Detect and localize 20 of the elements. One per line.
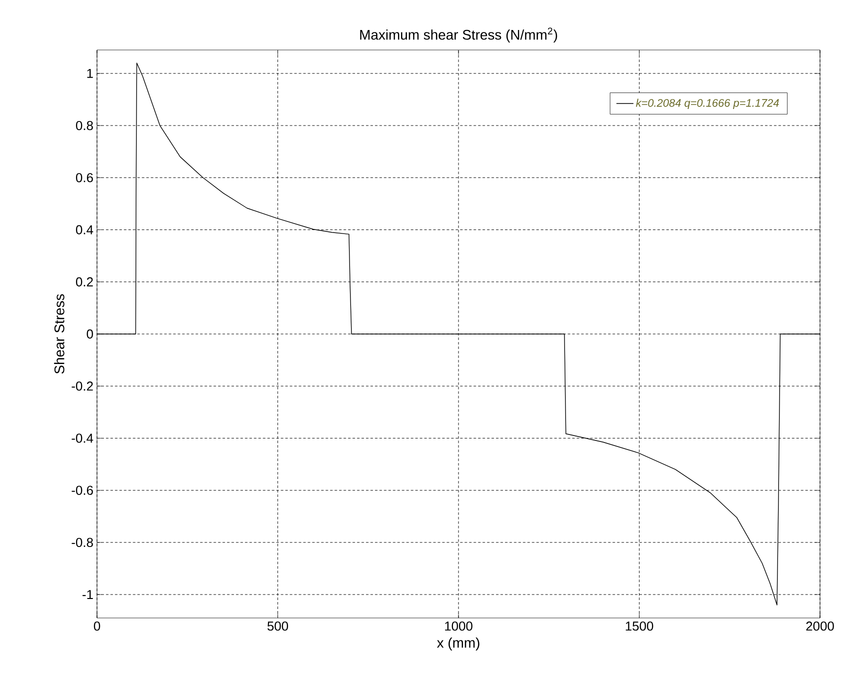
chart-title: Maximum shear Stress (N/mm$^{2}$) xyxy=(360,28,558,42)
x-tick-label: 1500 xyxy=(626,622,654,631)
x-tick-label: 2000 xyxy=(806,622,834,631)
x-tick-label: 1000 xyxy=(445,622,472,631)
x-axis-title: x (mm) xyxy=(436,638,480,651)
x-tick-label: 500 xyxy=(267,622,288,631)
y-tick-label: -0.6 xyxy=(72,486,93,495)
y-tick-label: -0.8 xyxy=(72,538,93,548)
y-tick-label: -1 xyxy=(82,590,93,599)
y-tick-label: 0.4 xyxy=(76,225,94,234)
y-tick-label: 1 xyxy=(87,68,93,78)
y-tick-label: 0 xyxy=(86,329,93,339)
y-axis-title: Shear Stress xyxy=(54,294,64,374)
y-tick-label: 0.6 xyxy=(76,173,93,182)
x-tick-label: 0 xyxy=(94,622,100,631)
legend-label: k=0.2084 q=0.1666 p=1.1724 xyxy=(636,98,779,109)
y-tick-label: -0.4 xyxy=(72,434,94,443)
y-tick-label: 0.2 xyxy=(76,277,93,286)
y-tick-label: -0.2 xyxy=(72,382,93,391)
y-tick-label: 0.8 xyxy=(76,120,93,130)
